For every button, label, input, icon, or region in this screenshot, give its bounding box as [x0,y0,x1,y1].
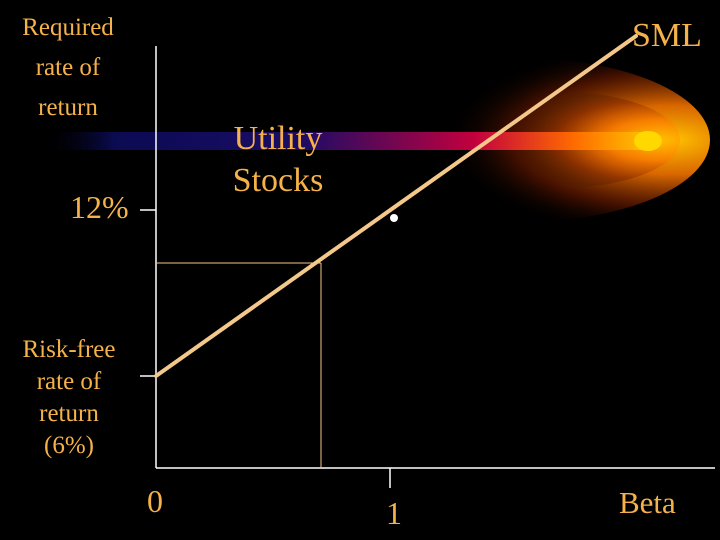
x-axis-label: Beta [619,485,676,520]
x-tick-one: 1 [386,495,402,531]
utility-stocks-label-line: Utility [233,120,323,157]
sml-line [154,34,638,378]
risk-free-label-line: Risk-free [22,336,116,363]
y-axis-label-line: rate of [35,54,101,81]
guide-lines [156,262,322,468]
tick-12-label: 12% [70,189,129,225]
comet-head [634,131,662,151]
sml-label: SML [632,17,702,54]
risk-free-label-line: (6%) [44,432,94,459]
risk-free-label: Risk-free rate of return (6%) [4,334,134,462]
x-tick-zero: 0 [147,483,163,519]
y-axis-label-line: return [38,94,98,121]
utility-stocks-label: Utility Stocks [226,118,330,202]
y-axis-label-line: Required [22,14,114,41]
risk-free-label-line: return [39,400,99,427]
comet-graphic [40,58,710,222]
utility-stocks-label-line: Stocks [232,162,324,199]
utility-stocks-point [390,214,398,222]
axes [140,46,715,488]
comet-beam [40,132,660,150]
y-axis-label: Required rate of return [6,8,130,128]
risk-free-label-line: rate of [36,368,102,395]
